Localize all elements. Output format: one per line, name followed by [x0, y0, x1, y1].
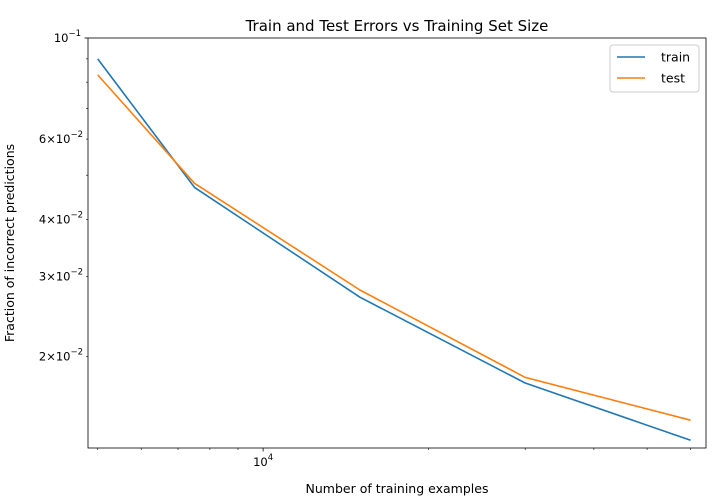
- plot-background: [88, 38, 706, 448]
- y-tick-label: 4×10−2: [39, 210, 83, 226]
- y-tick-label: 10−1: [54, 29, 81, 45]
- y-tick-label: 3×10−2: [39, 267, 83, 283]
- y-tick-label: 2×10−2: [39, 348, 83, 364]
- y-tick-label: 6×10−2: [39, 130, 83, 146]
- legend-label-train: train: [661, 50, 690, 65]
- x-axis-title: Number of training examples: [306, 481, 489, 496]
- series-line-test: [97, 74, 691, 421]
- series-layer: [97, 58, 691, 442]
- legend-label-test: test: [661, 71, 685, 86]
- chart-title: Train and Test Errors vs Training Set Si…: [245, 17, 549, 35]
- plot-frame: [87, 37, 707, 449]
- x-tick-label: 104: [253, 453, 273, 469]
- series-line-train: [97, 58, 691, 442]
- y-axis-ticks: 10−1 2×10−2 3×10−2 4×10−2 6×10−2: [39, 29, 88, 364]
- plot-area: [88, 38, 706, 448]
- legend: train test: [609, 44, 700, 93]
- y-axis-title: Fraction of incorrect predictions: [2, 144, 17, 342]
